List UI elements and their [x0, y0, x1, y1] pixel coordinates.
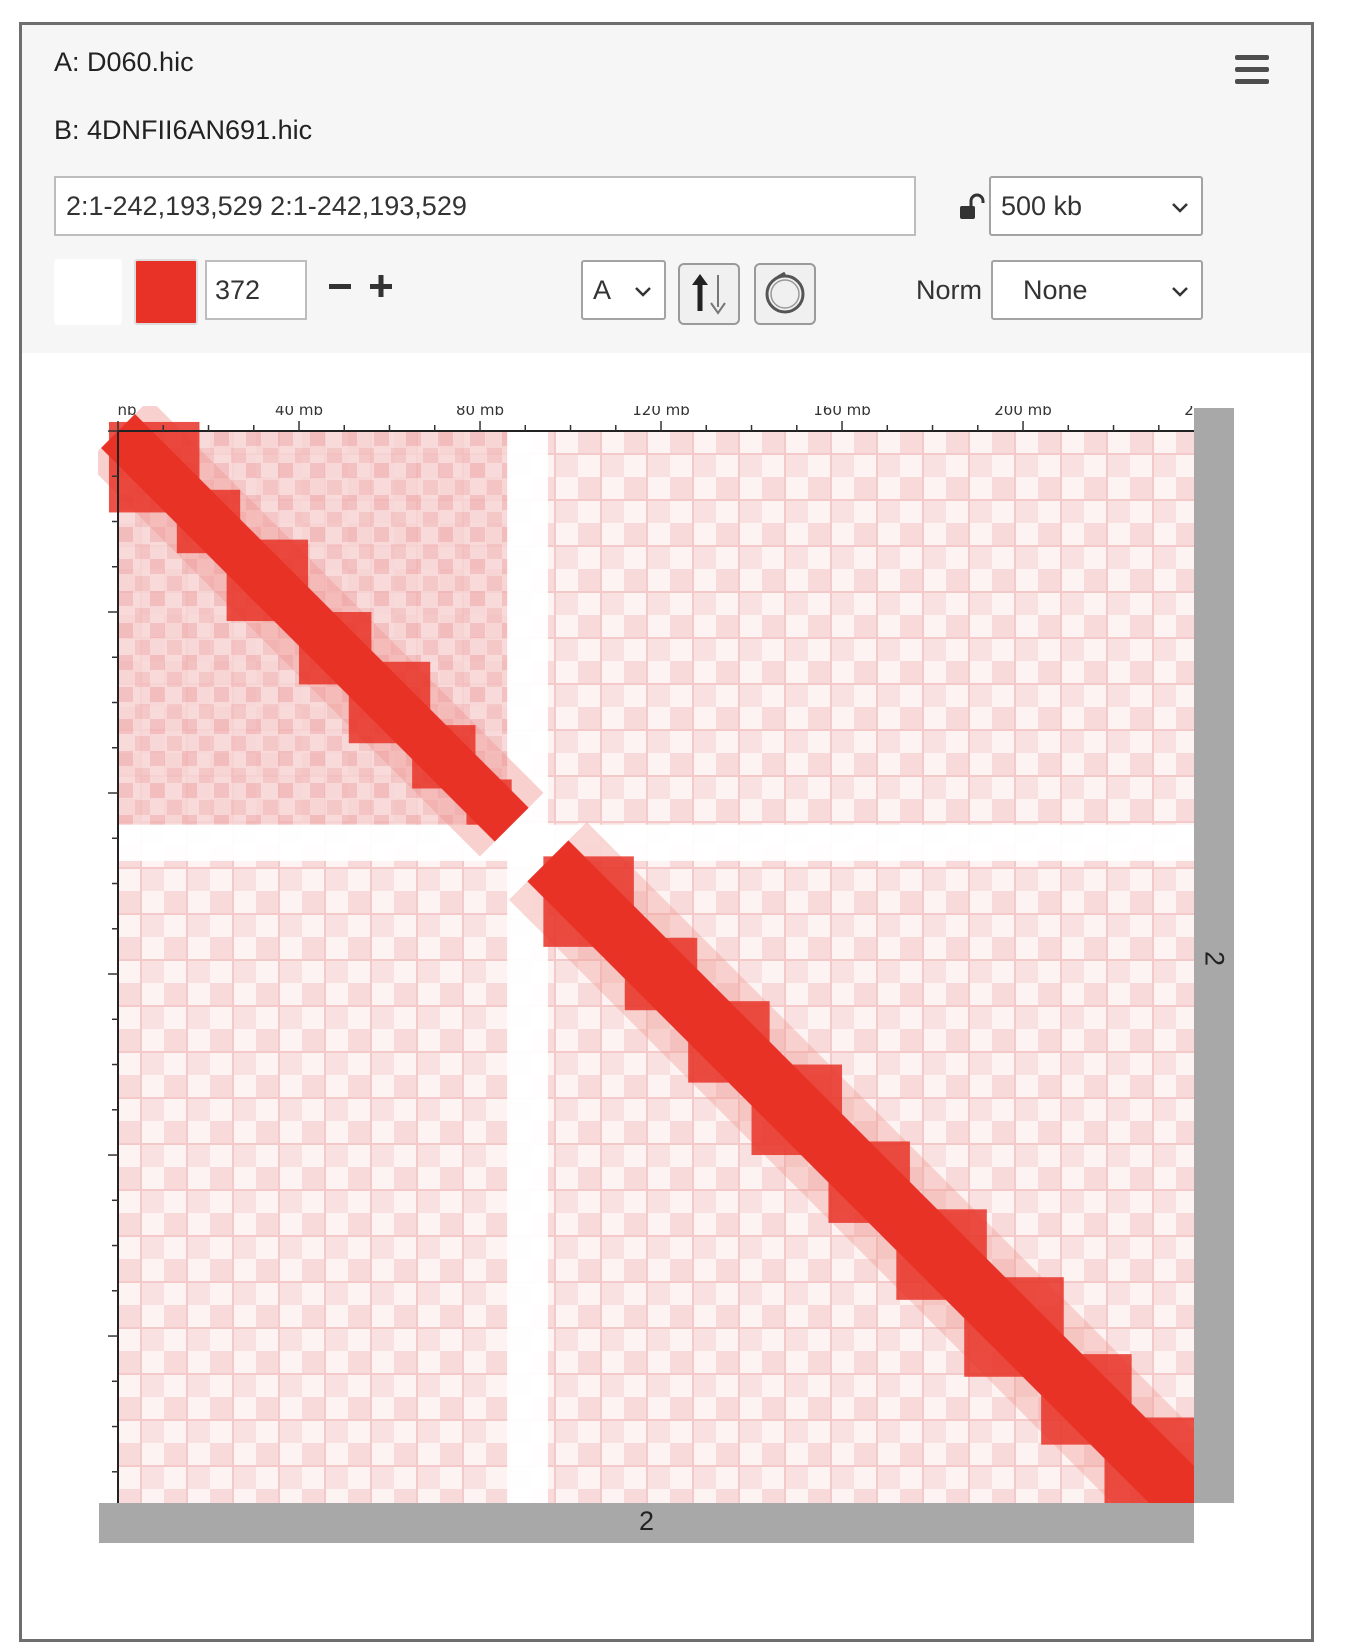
y-chromosome-bar[interactable] — [1194, 408, 1234, 1503]
sync-arrows-icon — [692, 274, 726, 315]
y-tick-label: 0 mb — [98, 1498, 102, 1504]
normalization-label: Norm — [916, 275, 982, 305]
normalization-select[interactable]: None — [991, 260, 1203, 320]
sync-button[interactable] — [678, 263, 740, 325]
x-chromosome-bar[interactable] — [99, 1503, 1194, 1543]
unlock-icon[interactable] — [957, 193, 985, 221]
x-tick-label: 160 mb — [813, 406, 871, 419]
tad-block — [226, 539, 309, 622]
low-color-swatch[interactable] — [54, 259, 122, 325]
y-tick-label: 0 r — [98, 429, 102, 450]
contact-map[interactable]: nb 40 mb 80 mb 120 mb 160 mb 200 mb 240 r 0 r 40… — [98, 406, 1194, 1504]
tad-block — [624, 937, 698, 1011]
normalization-value: None — [1023, 275, 1088, 305]
dataset-b-label: B: 4DNFII6AN691.hic — [54, 115, 313, 145]
color-max-input[interactable] — [205, 260, 307, 320]
tad-block — [751, 1064, 843, 1156]
dataset-a-label: A: D060.hic — [54, 47, 194, 77]
minus-icon[interactable] — [325, 271, 355, 301]
hamburger-icon[interactable] — [1235, 55, 1269, 85]
x-tick-label: 240 r — [1184, 406, 1194, 419]
x-tick-label: 200 mb — [994, 406, 1052, 419]
x-chromosome-label: 2 — [638, 1506, 655, 1536]
y-chromosome-label: 2 — [1199, 950, 1230, 967]
y-tick-label: 80 mb — [98, 769, 102, 817]
display-mode-select[interactable]: A — [581, 260, 666, 320]
tad-block — [828, 1141, 910, 1223]
centromere-gap-vertical — [507, 431, 548, 1504]
reset-button[interactable] — [754, 263, 816, 325]
resolution-value: 500 kb — [1001, 191, 1083, 221]
x-tick-label: nb — [118, 406, 137, 419]
y-tick-label: 200 mb — [98, 1307, 102, 1365]
resolution-select[interactable]: 500 kb — [989, 176, 1203, 236]
plus-icon[interactable] — [366, 271, 396, 301]
locus-input[interactable] — [54, 176, 916, 236]
display-mode-value: A — [593, 275, 612, 305]
hic-browser-panel: A: D060.hic B: 4DNFII6AN691.hic 500 kb — [19, 22, 1314, 1642]
tad-block — [543, 856, 634, 947]
control-panel: A: D060.hic B: 4DNFII6AN691.hic 500 kb — [22, 25, 1311, 353]
tad-block — [1163, 1476, 1194, 1504]
y-tick-label: 160 mb — [98, 1126, 102, 1184]
x-tick-label: 120 mb — [632, 406, 690, 419]
tad-block — [412, 725, 476, 789]
y-tick-label: 120 mb — [98, 945, 102, 1003]
chevron-down-icon — [635, 287, 651, 297]
x-tick-label: 80 mb — [456, 406, 504, 419]
centromere-gap-horizontal — [118, 824, 1194, 861]
refresh-circle-icon — [765, 271, 805, 314]
tad-block — [466, 779, 512, 825]
x-tick-label: 40 mb — [275, 406, 323, 419]
high-color-swatch[interactable] — [134, 259, 198, 325]
y-tick-label: 40 mb — [98, 588, 102, 636]
chevron-down-icon — [1172, 287, 1188, 297]
contact-map-area: nb 40 mb 80 mb 120 mb 160 mb 200 mb 240 r 0 r 40… — [22, 353, 1311, 1639]
chevron-down-icon — [1172, 203, 1188, 213]
